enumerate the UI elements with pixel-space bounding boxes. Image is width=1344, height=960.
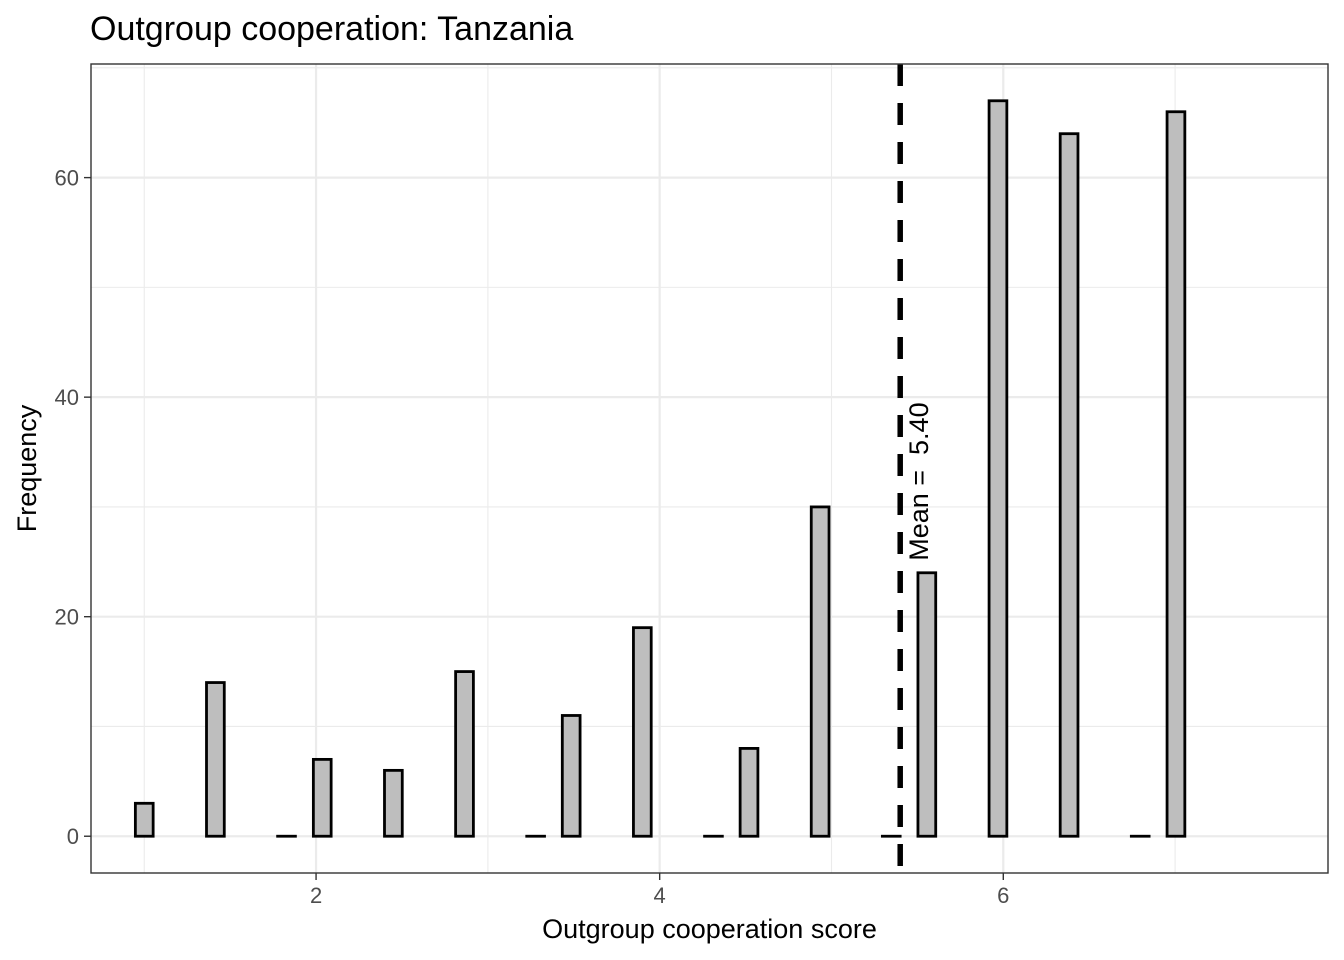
y-axis-title: Frequency — [12, 404, 42, 532]
chart-title: Outgroup cooperation: Tanzania — [90, 10, 573, 48]
grid-lines — [91, 64, 1328, 873]
y-tick-label: 0 — [67, 824, 79, 849]
histogram-bar — [454, 670, 475, 838]
y-tick-label: 20 — [55, 605, 79, 630]
histogram-bars — [133, 99, 1187, 838]
x-tick-label: 4 — [654, 883, 666, 908]
histogram-bar — [133, 801, 155, 838]
histogram-bar — [205, 681, 226, 838]
plot-panel-border — [90, 63, 1329, 874]
x-tick-label: 2 — [310, 883, 322, 908]
histogram-bar — [809, 505, 831, 838]
histogram-bar — [738, 747, 760, 838]
x-tick-label: 6 — [997, 883, 1009, 908]
x-axis-title: Outgroup cooperation score — [542, 914, 877, 944]
histogram-bar — [1165, 110, 1187, 838]
histogram-bar — [383, 768, 404, 838]
y-tick-label: 40 — [55, 385, 79, 410]
histogram-bar — [560, 714, 582, 838]
histogram-bar — [632, 626, 653, 838]
mean-annotation: Mean = 5.40 — [897, 64, 934, 873]
histogram-bar — [1058, 132, 1080, 838]
y-tick-label: 60 — [55, 166, 79, 191]
histogram-bar — [311, 757, 333, 838]
mean-label: Mean = 5.40 — [904, 402, 934, 560]
histogram-bar — [987, 99, 1009, 838]
histogram-bar — [916, 571, 938, 838]
